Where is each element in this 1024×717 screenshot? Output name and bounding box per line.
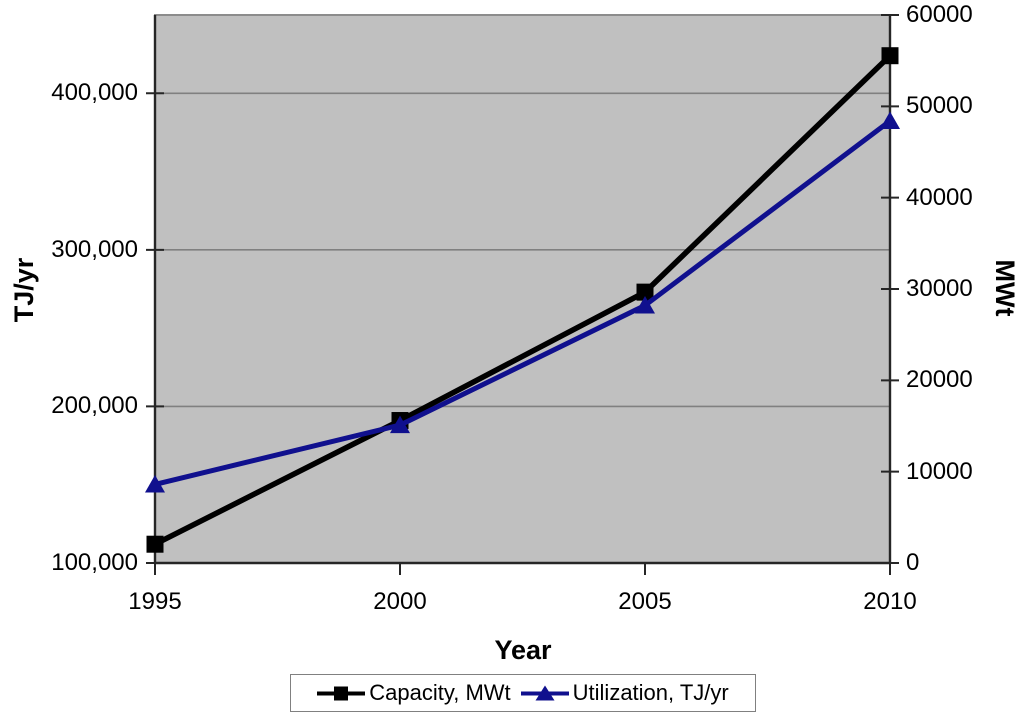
legend-label-utilization: Utilization, TJ/yr <box>572 680 729 705</box>
triangle-marker <box>390 415 410 434</box>
right-axis-tick-label: 60000 <box>906 1 973 28</box>
left-axis-tick-label: 200,000 <box>51 392 138 420</box>
right-axis-tick-label: 10000 <box>906 457 973 485</box>
x-axis-tick-label: 2010 <box>863 588 917 615</box>
left-axis-tick-label: 300,000 <box>51 235 138 263</box>
triangle-marker <box>635 295 655 314</box>
left-axis-tick-label: 400,000 <box>51 79 138 107</box>
square-marker <box>636 283 654 301</box>
left-axis-tick-label: 100,000 <box>51 549 138 576</box>
x-axis-tick-label: 2005 <box>618 588 672 615</box>
legend-item-utilization: Utilization, TJ/yr <box>520 680 729 706</box>
series-line-capacity <box>153 53 892 547</box>
x-axis-tick-label: 2000 <box>373 588 427 615</box>
triangle-marker <box>145 474 165 493</box>
legend: Capacity, MWt Utilization, TJ/yr <box>290 674 756 712</box>
legend-label-capacity: Capacity, MWt <box>369 680 511 705</box>
x-axis-tick-label: 1995 <box>128 588 182 615</box>
right-axis-tick-label: 50000 <box>906 92 973 120</box>
utilization-line-marker-icon <box>520 685 569 700</box>
right-axis-tick-label: 40000 <box>906 183 973 211</box>
series-line-utilization <box>154 118 892 487</box>
capacity-line-marker-icon <box>317 686 366 700</box>
right-axis-title: MWt <box>990 259 1020 317</box>
right-axis-tick-label: 20000 <box>906 366 973 394</box>
square-marker <box>881 47 899 65</box>
left-axis-title: TJ/yr <box>9 257 39 323</box>
right-axis-tick-label: 0 <box>906 549 920 576</box>
triangle-marker <box>880 111 900 129</box>
legend-item-capacity: Capacity, MWt <box>317 680 511 706</box>
square-marker <box>146 535 164 553</box>
right-axis-tick-label: 30000 <box>906 275 973 302</box>
x-axis-title: Year <box>494 635 552 665</box>
plot-area <box>154 14 891 564</box>
